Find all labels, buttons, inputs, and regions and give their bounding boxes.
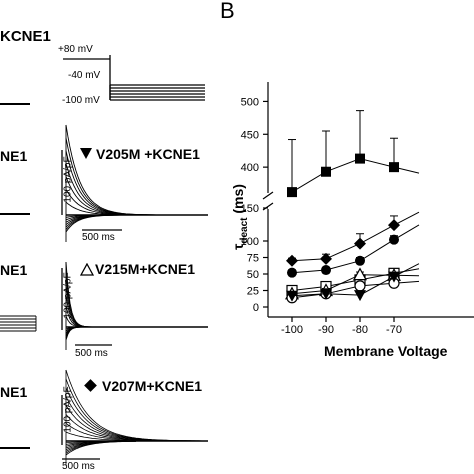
- x-tick-label: -70: [386, 324, 402, 336]
- y-tick-label: 25: [247, 286, 259, 298]
- row1-scale-x: 500 ms: [82, 232, 115, 243]
- y-axis-label-main: τ: [230, 243, 247, 250]
- series-filled-diamond: [286, 211, 420, 267]
- open-triangle-marker-icon: [80, 263, 94, 276]
- down-triangle-marker-icon: [80, 148, 92, 159]
- filled-down-triangle-point: [354, 290, 366, 302]
- filled-down-triangle-point: [388, 271, 400, 283]
- filled-square-point: [321, 166, 331, 177]
- filled-square-point: [355, 153, 365, 164]
- x-tick-label: -90: [318, 324, 334, 336]
- axis-break-mark: [262, 202, 274, 211]
- y-axis-label-sub: deact: [238, 217, 250, 244]
- row2-scale-x: 500 ms: [75, 348, 108, 359]
- y-axis-label-unit: (ms): [230, 184, 247, 214]
- y-tick-label: 150: [241, 203, 259, 215]
- row3-left-label: NE1: [0, 384, 28, 400]
- row2-left-label: NE1: [0, 262, 28, 278]
- open-triangle-point: [352, 267, 368, 281]
- series-open-circle: [286, 277, 420, 304]
- filled-circle-point: [287, 267, 297, 278]
- filled-down-triangle-point: [286, 290, 298, 302]
- open-circle-point: [354, 280, 366, 292]
- filled-circle-point: [321, 265, 331, 276]
- axis-break-mark: [262, 191, 274, 200]
- x-tick-label: -80: [352, 324, 368, 336]
- row2-label: V215M+KCNE1: [95, 261, 195, 277]
- filled-circle-point: [389, 234, 399, 245]
- y-tick-label: 50: [247, 269, 259, 281]
- panel-b-letter: B: [220, 0, 235, 23]
- v-mid-label: -40 mV: [68, 70, 101, 81]
- row1-label: V205M +KCNE1: [96, 146, 200, 162]
- filled-circle-point: [355, 255, 365, 266]
- filled-square-point: [389, 162, 399, 173]
- x-tick-label: -100: [281, 324, 303, 336]
- v-low-label: -100 mV: [62, 95, 100, 106]
- filled-square-point: [287, 187, 297, 198]
- series-filled-square: [287, 110, 420, 198]
- y-tick-label: 400: [241, 162, 259, 174]
- v-hold-label: +80 mV: [58, 44, 93, 55]
- series-filled-circle: [287, 224, 420, 278]
- row1-left-label: NE1: [0, 148, 28, 164]
- filled-diamond-point: [286, 254, 298, 267]
- y-tick-label: 500: [241, 96, 259, 108]
- x-axis-label: Membrane Voltage: [324, 343, 448, 359]
- row3-scale-x: 500 ms: [62, 461, 95, 472]
- series-line: [291, 158, 420, 193]
- y-axis-label: τdeact (ms): [230, 184, 250, 250]
- series-line: [291, 224, 420, 274]
- row1-left-trace: [0, 213, 30, 215]
- row3-left-trace: [0, 447, 30, 449]
- filled-down-triangle-point: [320, 288, 332, 300]
- y-tick-label: 75: [247, 253, 259, 265]
- filled-diamond-point: [320, 252, 332, 265]
- y-tick-label: 0: [253, 302, 259, 314]
- header-label: KCNE1: [0, 28, 51, 45]
- row3-label: V207M+KCNE1: [102, 378, 202, 394]
- filled-diamond-point: [388, 219, 400, 232]
- row0-flat-trace: [0, 103, 30, 105]
- y-tick-label: 100: [241, 236, 259, 248]
- series-filled-down-triangle: [286, 263, 420, 302]
- filled-diamond-point: [354, 237, 366, 250]
- y-tick-label: 450: [241, 129, 259, 141]
